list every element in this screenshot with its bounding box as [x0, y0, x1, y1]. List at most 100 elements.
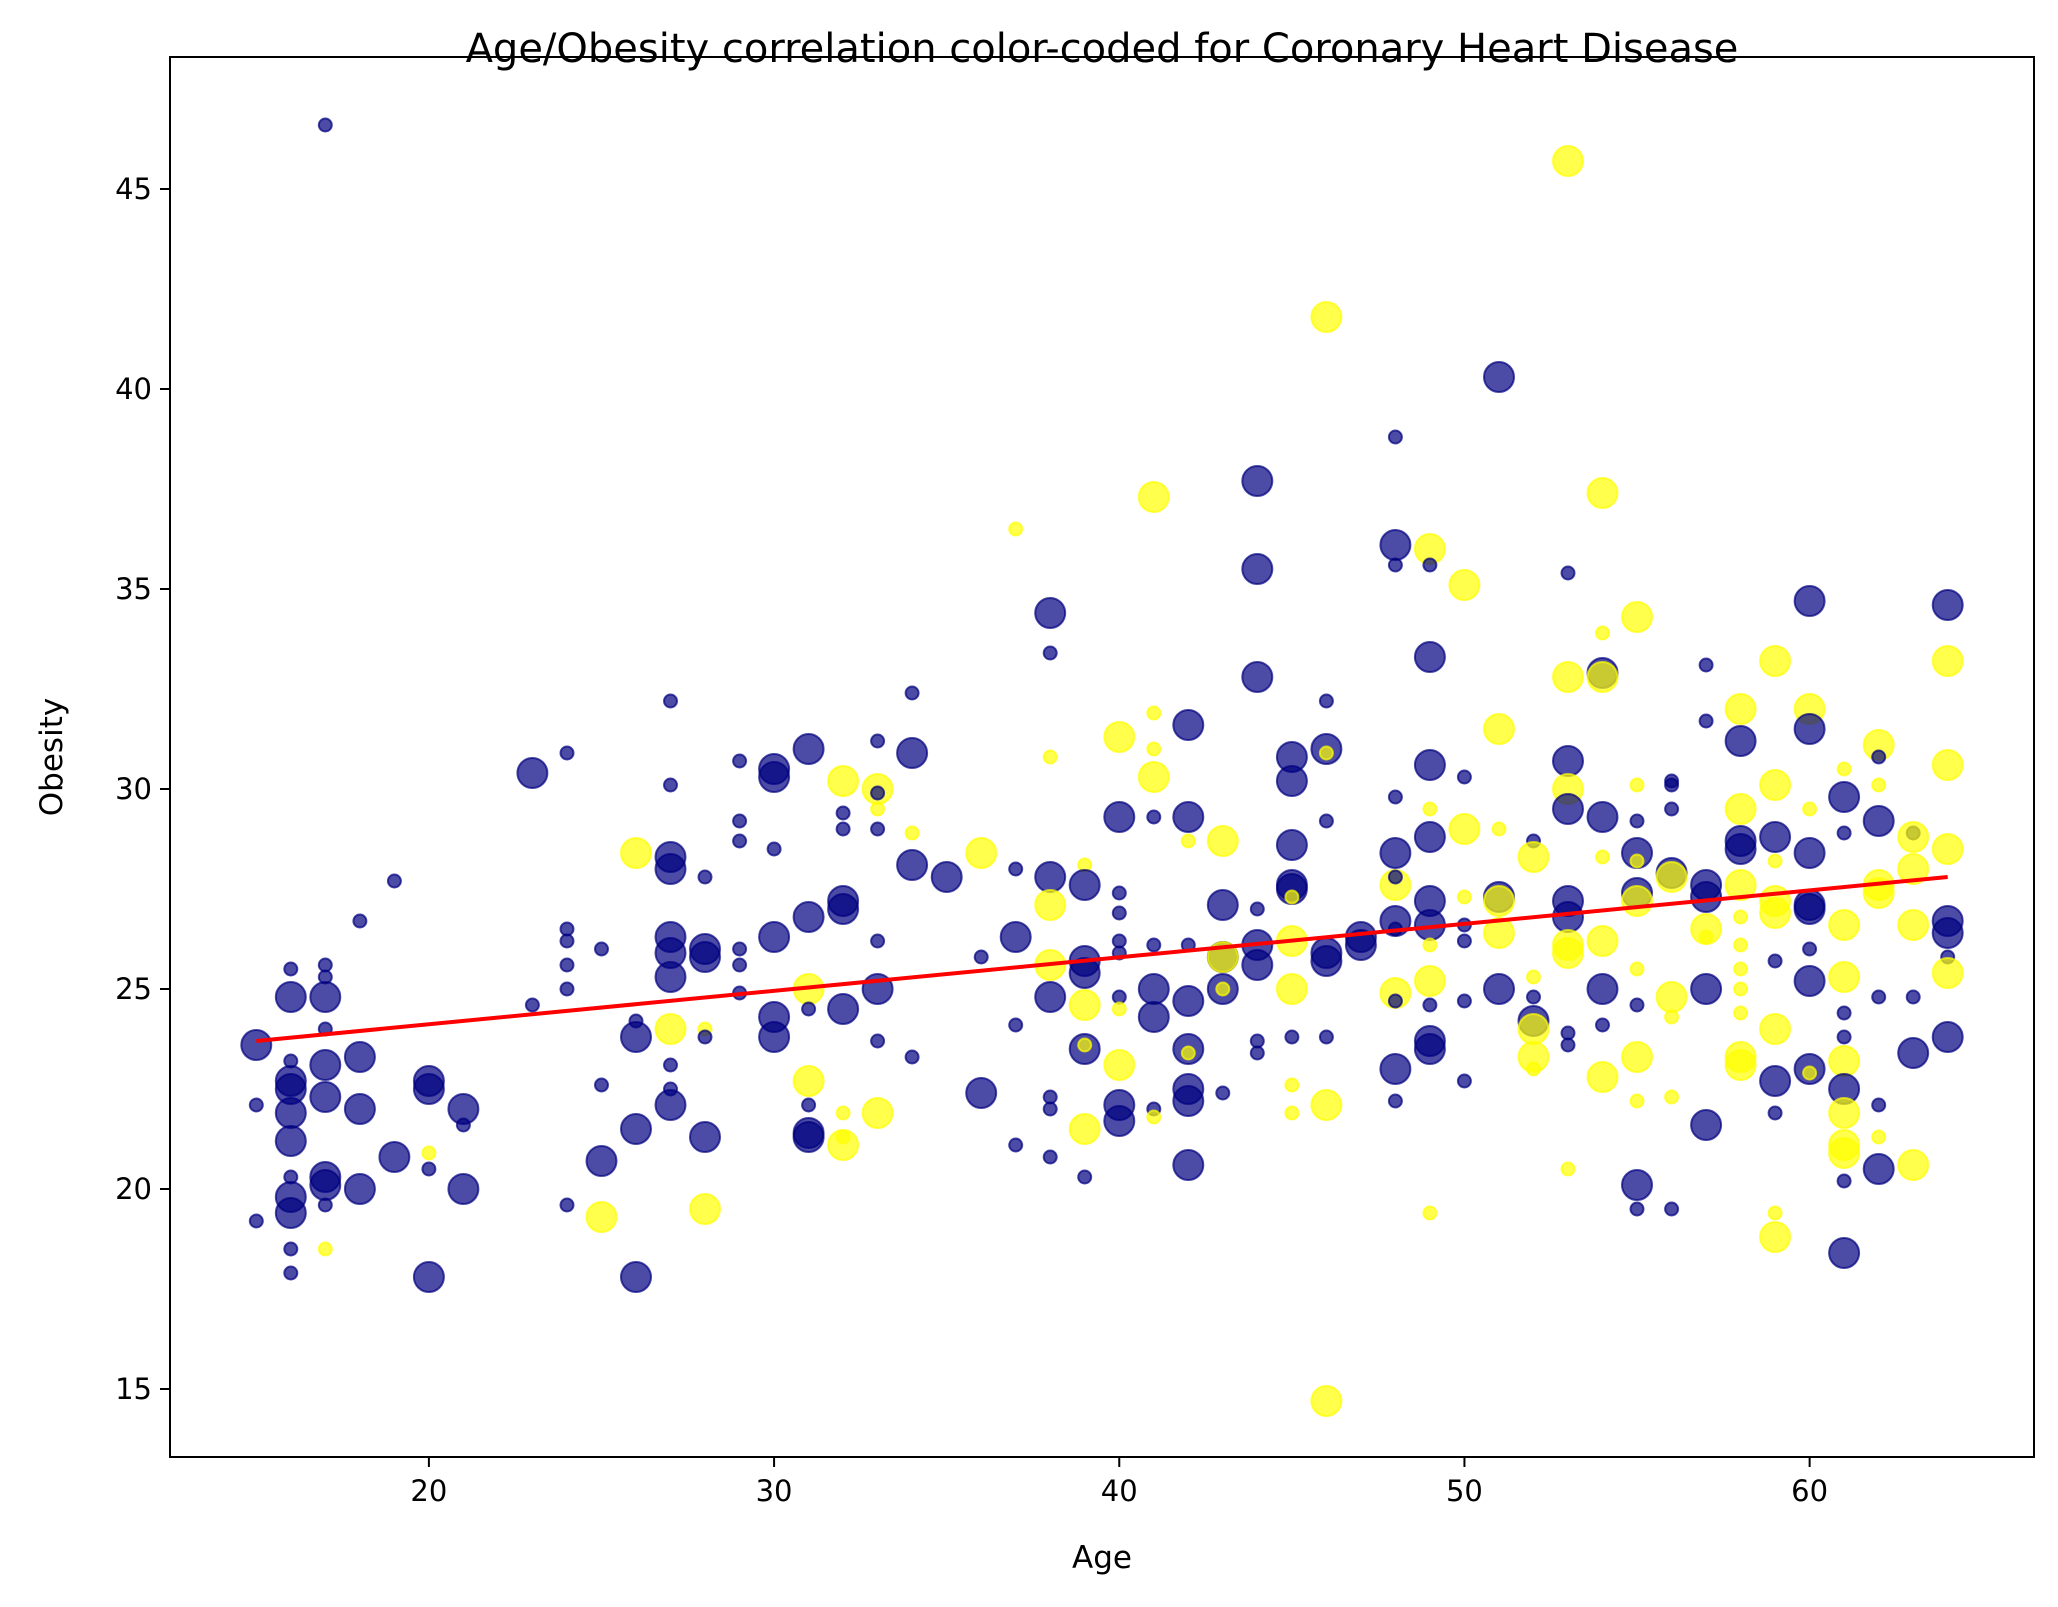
point-chd-no [412, 1261, 445, 1293]
point-chd-no [1759, 1065, 1792, 1097]
point-chd-yes [1897, 821, 1930, 853]
point-chd-yes [1483, 885, 1515, 917]
point-chd-no [309, 981, 342, 1013]
point-chd-yes [1552, 145, 1584, 177]
point-chd-no [1664, 777, 1680, 793]
point-chd-yes [1629, 853, 1645, 869]
point-chd-no [1068, 869, 1101, 901]
point-chd-yes [1629, 777, 1645, 793]
point-chd-yes [1146, 1109, 1162, 1125]
point-chd-yes [1552, 937, 1584, 969]
point-chd-yes [904, 825, 920, 841]
point-chd-no [1629, 997, 1645, 1013]
point-chd-no [1871, 989, 1887, 1005]
trendline [256, 875, 1948, 1043]
y-axis-ticks: 15 20 25 30 35 40 45 [115, 172, 170, 1406]
point-chd-yes [1206, 825, 1239, 857]
point-chd-no [274, 1197, 307, 1229]
point-chd-no [1008, 861, 1024, 877]
point-chd-yes [1655, 981, 1688, 1013]
point-chd-no [801, 1001, 817, 1017]
x-tick-label: 50 [1446, 1474, 1483, 1508]
trendline-layer [256, 875, 1948, 1043]
y-tick-label: 35 [115, 572, 152, 606]
point-chd-yes [1897, 853, 1930, 885]
point-chd-no [732, 813, 748, 829]
point-chd-no [1897, 1037, 1930, 1069]
point-chd-no [309, 1169, 342, 1201]
point-chd-yes [1284, 1077, 1300, 1093]
point-chd-yes [1828, 1097, 1861, 1129]
point-chd-yes [1595, 849, 1610, 865]
point-chd-no [654, 961, 687, 993]
point-chd-yes [1802, 1065, 1818, 1081]
point-chd-no [1284, 1029, 1300, 1045]
point-chd-no [1172, 801, 1205, 833]
point-chd-no [1310, 945, 1343, 977]
point-chd-no [1387, 993, 1403, 1009]
point-chd-no [559, 981, 575, 997]
point-chd-no [1767, 953, 1783, 969]
point-chd-yes [1310, 1089, 1343, 1121]
point-chd-yes [689, 1193, 721, 1225]
point-chd-yes [1586, 477, 1619, 509]
point-chd-yes [1897, 1149, 1930, 1181]
y-tick-label: 15 [115, 1372, 152, 1406]
point-chd-no [1172, 1085, 1205, 1117]
x-tick-label: 30 [756, 1474, 793, 1508]
point-chd-no [758, 921, 791, 953]
point-chd-yes [1137, 481, 1170, 513]
point-chd-no [1767, 1105, 1783, 1121]
point-chd-no [1552, 901, 1584, 933]
point-chd-no [283, 1053, 299, 1069]
point-chd-no [343, 1173, 376, 1205]
point-chd-no [1172, 709, 1205, 741]
point-chd-no [732, 753, 748, 769]
point-chd-no [559, 957, 575, 973]
point-chd-no [1172, 985, 1205, 1017]
point-chd-no [697, 869, 713, 885]
point-chd-yes [1586, 661, 1619, 693]
point-chd-no [766, 841, 782, 857]
point-chd-no [1103, 1105, 1136, 1137]
point-chd-yes [620, 837, 652, 869]
point-chd-yes [1828, 961, 1861, 993]
point-chd-no [1137, 973, 1170, 1005]
point-chd-no [1387, 869, 1403, 885]
point-chd-no [1379, 529, 1412, 561]
point-chd-no [689, 1121, 721, 1153]
point-chd-yes [1931, 749, 1964, 781]
point-chd-yes [1828, 1045, 1861, 1077]
point-chd-no [309, 1081, 342, 1113]
point-chd-no [1552, 793, 1584, 825]
point-chd-no [317, 117, 333, 133]
point-chd-no [412, 1073, 445, 1105]
point-chd-no [1793, 585, 1826, 617]
point-chd-no [1664, 801, 1680, 817]
point-chd-no [1008, 1017, 1024, 1033]
point-chd-no [1241, 949, 1274, 981]
point-chd-no [516, 757, 549, 789]
point-chd-no [283, 961, 299, 977]
point-chd-no [1275, 765, 1308, 797]
point-chd-yes [1931, 833, 1964, 865]
point-chd-no [1828, 1237, 1861, 1269]
point-chd-yes [1629, 961, 1645, 977]
point-chd-no [628, 1013, 644, 1029]
point-chd-yes [1759, 769, 1792, 801]
point-chd-no [827, 893, 860, 925]
point-chd-yes [1103, 1049, 1136, 1081]
point-chd-no [1793, 893, 1826, 925]
point-chd-yes [1759, 897, 1792, 929]
point-chd-no [1146, 937, 1162, 953]
point-chd-no [594, 941, 609, 957]
point-chd-no [930, 861, 963, 893]
point-chd-no [973, 949, 989, 965]
point-chd-yes [870, 801, 886, 817]
point-chd-yes [827, 1129, 860, 1161]
point-chd-yes [1629, 1093, 1645, 1109]
point-chd-no [697, 1029, 713, 1045]
point-chd-yes [1215, 981, 1231, 997]
point-chd-no [1249, 1045, 1265, 1061]
